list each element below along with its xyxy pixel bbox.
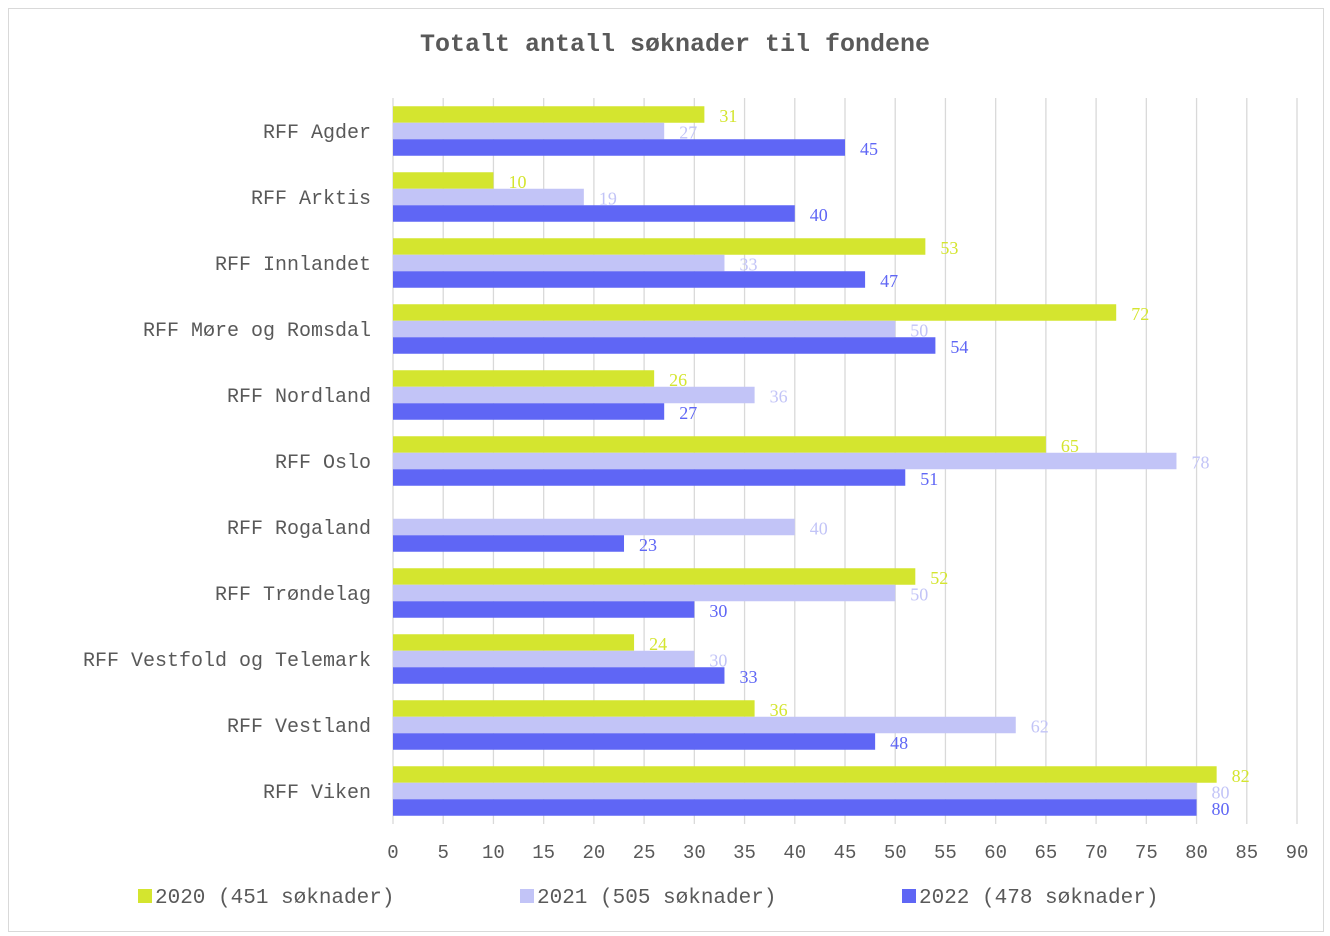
category-label: RFF Arktis [251, 188, 371, 211]
bar [393, 436, 1046, 453]
x-tick-label: 10 [482, 842, 505, 864]
bar [393, 123, 664, 140]
legend-swatch [520, 889, 534, 903]
x-tick-label: 55 [934, 842, 957, 864]
category-label: RFF Nordland [227, 386, 371, 409]
bar [393, 271, 865, 288]
x-tick-label: 5 [438, 842, 449, 864]
bar [393, 651, 694, 668]
data-label: 80 [1212, 799, 1230, 819]
category-label: RFF Innlandet [215, 254, 371, 277]
bar [393, 717, 1016, 734]
bar [393, 469, 905, 486]
x-tick-label: 90 [1286, 842, 1309, 864]
bar [393, 766, 1217, 783]
x-tick-label: 35 [733, 842, 756, 864]
bar [393, 634, 634, 651]
category-label: RFF Møre og Romsdal [143, 320, 371, 343]
data-label: 23 [639, 535, 657, 555]
bar [393, 519, 795, 536]
category-label: RFF Viken [263, 782, 371, 805]
bar [393, 172, 493, 189]
x-tick-label: 60 [984, 842, 1007, 864]
bar [393, 304, 1116, 321]
bar [393, 139, 845, 156]
data-label: 82 [1232, 766, 1250, 786]
data-label: 47 [880, 271, 898, 291]
bar [393, 387, 755, 404]
data-label: 27 [679, 403, 697, 423]
bar [393, 601, 694, 618]
x-tick-label: 50 [884, 842, 907, 864]
data-label: 48 [890, 733, 908, 753]
legend-label: 2021 (505 søknader) [537, 887, 776, 910]
data-label: 31 [719, 106, 737, 126]
bar [393, 453, 1176, 470]
legend-label: 2020 (451 søknader) [155, 887, 394, 910]
data-label: 33 [739, 667, 757, 687]
data-label: 50 [910, 584, 928, 604]
category-label: RFF Oslo [275, 452, 371, 475]
bar [393, 337, 935, 354]
category-label: RFF Rogaland [227, 518, 371, 541]
x-tick-label: 40 [783, 842, 806, 864]
x-tick-label: 85 [1235, 842, 1258, 864]
bar [393, 733, 875, 750]
data-label: 52 [930, 568, 948, 588]
bar [393, 535, 624, 552]
bar [393, 667, 724, 684]
bar [393, 568, 915, 585]
bar [393, 255, 724, 272]
bar [393, 403, 664, 420]
data-label: 45 [860, 139, 878, 159]
bar [393, 205, 795, 222]
bar [393, 585, 895, 602]
x-tick-label: 25 [633, 842, 656, 864]
legend-swatch [902, 889, 916, 903]
data-label: 30 [709, 601, 727, 621]
bar [393, 238, 925, 255]
data-label: 40 [810, 205, 828, 225]
bar [393, 799, 1197, 816]
legend-swatch [138, 889, 152, 903]
x-tick-label: 80 [1185, 842, 1208, 864]
category-label: RFF Vestfold og Telemark [83, 650, 371, 673]
data-label: 62 [1031, 716, 1049, 736]
bar [393, 370, 654, 387]
x-tick-label: 75 [1135, 842, 1158, 864]
x-tick-label: 45 [834, 842, 857, 864]
x-tick-label: 70 [1085, 842, 1108, 864]
x-tick-label: 65 [1034, 842, 1057, 864]
data-label: 78 [1191, 452, 1209, 472]
bar [393, 700, 755, 717]
bar [393, 321, 895, 338]
data-label: 53 [940, 238, 958, 258]
data-label: 51 [920, 469, 938, 489]
data-label: 54 [950, 337, 968, 357]
x-tick-label: 0 [387, 842, 398, 864]
x-tick-label: 30 [683, 842, 706, 864]
bar [393, 189, 584, 206]
bar [393, 783, 1197, 800]
data-label: 40 [810, 518, 828, 538]
category-label: RFF Trøndelag [215, 584, 371, 607]
data-label: 36 [770, 386, 788, 406]
x-tick-label: 15 [532, 842, 555, 864]
x-tick-label: 20 [582, 842, 605, 864]
category-label: RFF Vestland [227, 716, 371, 739]
data-label: 72 [1131, 304, 1149, 324]
legend-label: 2022 (478 søknader) [919, 887, 1158, 910]
category-label: RFF Agder [263, 122, 371, 145]
bar [393, 106, 704, 123]
